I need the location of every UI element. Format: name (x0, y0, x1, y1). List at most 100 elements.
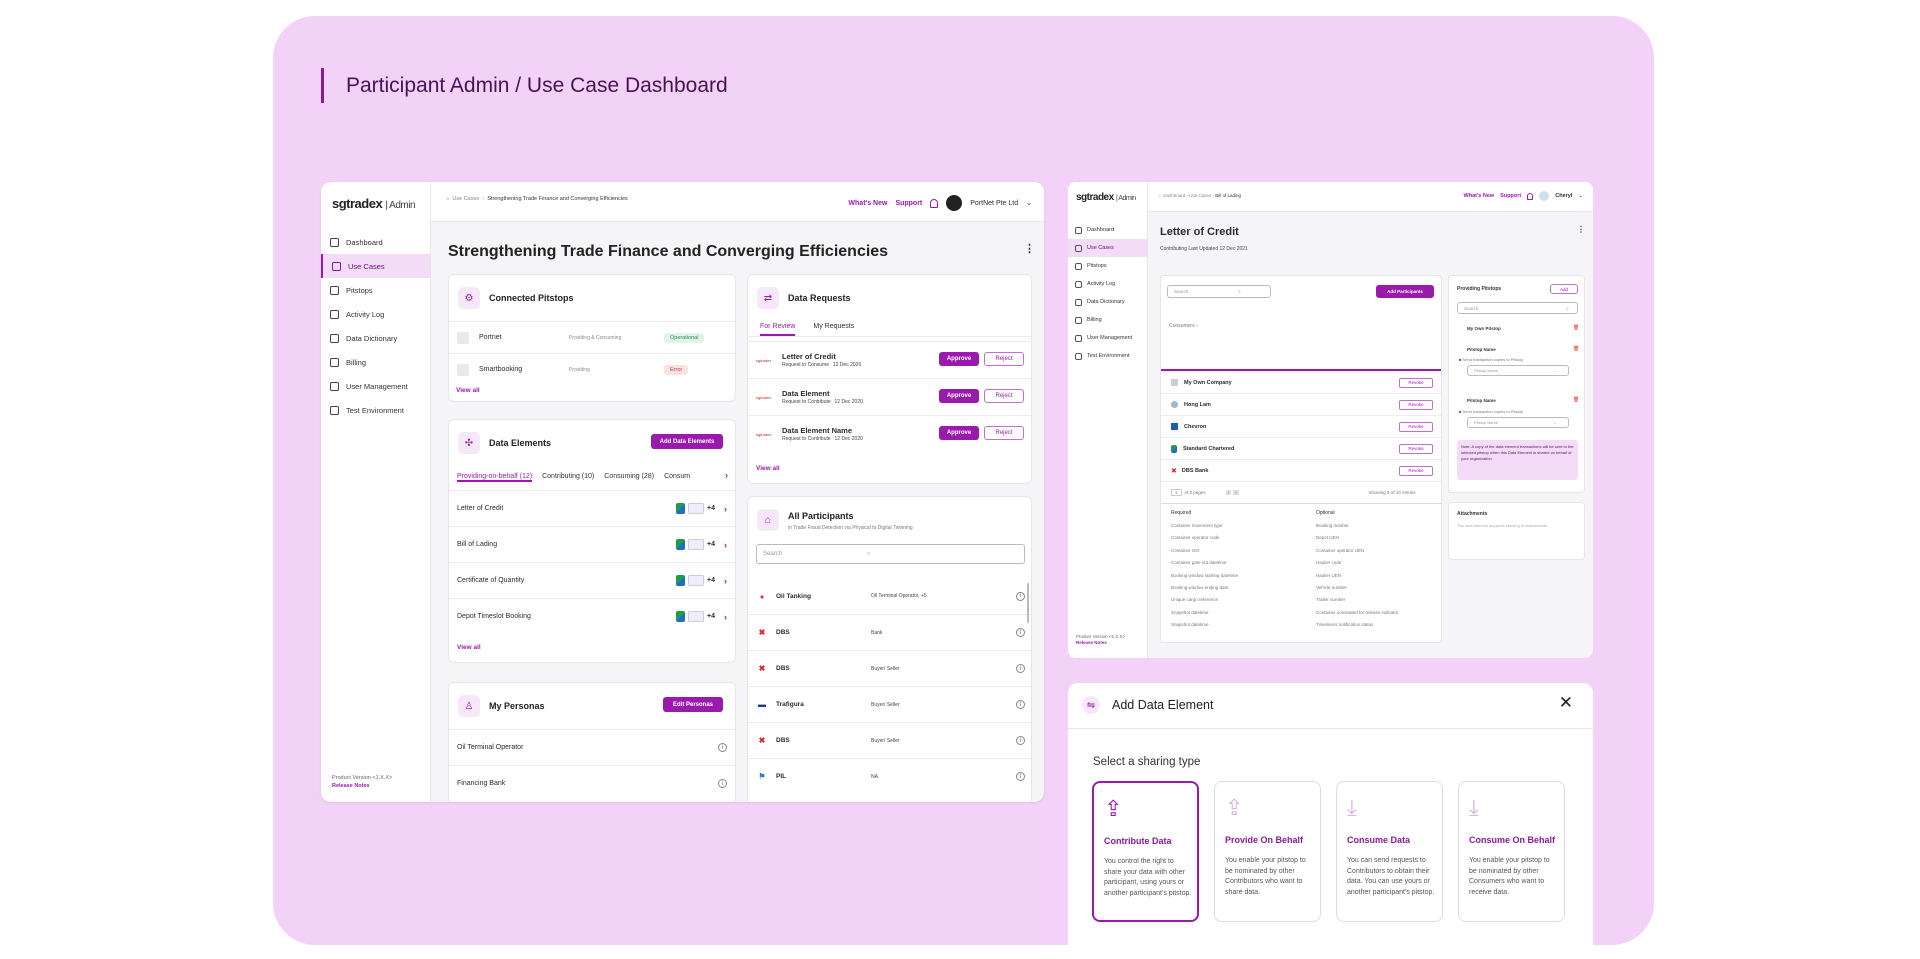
prev-page-button[interactable]: ‹ (1225, 490, 1232, 495)
tab-consuming[interactable]: Consuming (28) (604, 473, 655, 480)
tab-providing[interactable]: Providing-on-behalf (12) (457, 473, 533, 482)
pitstop-search-input[interactable]: Search ⌕ (1457, 302, 1578, 314)
tab-my-requests[interactable]: My Requests (813, 323, 855, 330)
list-item[interactable]: Depot Timeslot Booking +4 › (449, 598, 735, 634)
info-icon[interactable]: i (718, 743, 727, 752)
sidebar-item-data-dictionary[interactable]: Data Dictionary (321, 326, 431, 350)
sidebar-item-pitstops[interactable]: Pitstops (321, 278, 431, 302)
list-item[interactable]: Bill of Lading +4 › (449, 526, 735, 562)
revoke-button[interactable]: Revoke (1399, 465, 1433, 476)
revoke-button[interactable]: Revoke (1399, 399, 1433, 410)
pitstop-row[interactable]: Portnet Providing & Consuming Operational (449, 321, 735, 353)
add-participants-button[interactable]: Add Participants (1376, 285, 1434, 298)
approve-button[interactable]: Approve (939, 389, 979, 403)
table-row[interactable]: ✖ DBS Bank i (748, 614, 1031, 650)
chevron-down-icon[interactable]: ⌄ (1026, 200, 1032, 207)
chevron-down-icon[interactable]: ⌄ (1578, 193, 1583, 199)
page-input[interactable]: 1 (1171, 489, 1182, 496)
close-icon[interactable]: ✕ (1558, 693, 1573, 712)
table-row[interactable]: ◼ Oil Tanking Oil Terminal Operator, +5 i (748, 578, 1031, 614)
info-icon[interactable]: i (1016, 772, 1025, 781)
view-all-link[interactable]: View all (756, 465, 780, 472)
table-row[interactable]: ✖ DBS Buyer/ Seller i (748, 722, 1031, 758)
info-icon[interactable]: i (1016, 628, 1025, 637)
sidebar-item-activity-log[interactable]: Activity Log (321, 302, 431, 326)
table-row[interactable]: ✖ DBS Buyer/ Seller i (748, 650, 1031, 686)
support-link[interactable]: Support (895, 199, 923, 207)
table-row[interactable]: ⚑ PIL NA i (748, 758, 1031, 794)
scrollbar[interactable] (1027, 583, 1029, 623)
reject-button[interactable]: Reject (984, 352, 1024, 366)
trash-icon[interactable]: 🗑 (1573, 397, 1580, 403)
sidebar-item-dashboard[interactable]: Dashboard (1068, 221, 1148, 239)
request-row[interactable]: sgtradex Data Element Name Request to Cont… (748, 415, 1031, 452)
tab-contributing[interactable]: Contributing (10) (542, 473, 595, 480)
list-item[interactable]: Financing Bank i (449, 765, 735, 801)
info-icon[interactable]: i (1016, 664, 1025, 673)
trash-icon[interactable]: 🗑 (1573, 325, 1580, 331)
option-consume-data[interactable]: ⤓ Consume Data You can send requests to Co… (1336, 781, 1443, 922)
table-row[interactable]: ▬ Trafigura Buyer/ Seller i (748, 686, 1031, 722)
sidebar-item-pitstops[interactable]: Pitstops (1068, 257, 1148, 275)
info-icon[interactable]: i (1016, 700, 1025, 709)
support-link[interactable]: Support (1500, 193, 1522, 199)
chevron-right-icon[interactable]: › (725, 470, 728, 480)
table-row[interactable]: My Own Company Revoke (1161, 371, 1441, 393)
pitstop-select[interactable]: Pitstop Name ⌄ (1467, 417, 1569, 428)
breadcrumb-item[interactable]: Use Cases (1189, 193, 1212, 198)
tab-for-review[interactable]: For Review (760, 323, 796, 336)
reject-button[interactable]: Reject (984, 389, 1024, 403)
approve-button[interactable]: Approve (939, 426, 979, 440)
list-item[interactable]: Letter of Credit +4 › (449, 490, 735, 526)
edit-personas-button[interactable]: Edit Personas (663, 697, 723, 712)
info-icon[interactable]: i (1016, 736, 1025, 745)
sidebar-item-data-dictionary[interactable]: Data Dictionary (1068, 293, 1148, 311)
view-all-link[interactable]: View all (456, 387, 480, 394)
sidebar-item-user-management[interactable]: User Management (1068, 329, 1148, 347)
add-data-elements-button[interactable]: Add Data Elements (651, 434, 723, 449)
table-row[interactable]: ✖ DBS Bank Revoke (1161, 459, 1441, 481)
list-item[interactable]: Certificate of Quantity +4 › (449, 562, 735, 598)
whats-new-link[interactable]: What's New (1463, 193, 1495, 199)
table-row[interactable]: Chevron Revoke (1161, 415, 1441, 437)
whats-new-link[interactable]: What's New (848, 199, 888, 207)
release-notes-link[interactable]: Release Notes (332, 783, 370, 789)
sidebar-item-billing[interactable]: Billing (1068, 311, 1148, 329)
avatar[interactable] (946, 195, 963, 211)
revoke-button[interactable]: Revoke (1399, 421, 1433, 432)
reject-button[interactable]: Reject (984, 426, 1024, 440)
list-item[interactable]: Oil Terminal Operator i (449, 729, 735, 765)
more-icon[interactable]: ⋮ (1577, 225, 1585, 234)
next-page-button[interactable]: › (1233, 490, 1239, 495)
send-copies-checkbox[interactable]: ■ Send transaction copies to Pitstop (1459, 357, 1523, 362)
table-row[interactable]: Hong Lam Revoke (1161, 393, 1441, 415)
sidebar-item-activity-log[interactable]: Activity Log (1068, 275, 1148, 293)
option-consume-on-behalf[interactable]: ⤓ Consume On Behalf You enable your pitsto… (1458, 781, 1565, 922)
pitstop-row[interactable]: Smartbooking Providing Error (449, 353, 735, 385)
sidebar-item-test-environment[interactable]: Test Environment (321, 398, 431, 422)
request-row[interactable]: sgtradex Data Element Request to Contribut… (748, 378, 1031, 415)
more-icon[interactable]: ⋮ (1024, 243, 1035, 255)
revoke-button[interactable]: Revoke (1399, 443, 1433, 454)
sidebar-item-user-management[interactable]: User Management (321, 374, 431, 398)
bell-icon[interactable] (1527, 192, 1534, 200)
pitstop-select[interactable]: Pitstop Name ⌄ (1467, 365, 1569, 376)
release-notes-link[interactable]: Release Notes (1076, 640, 1107, 645)
search-input[interactable]: Search ⌕ (756, 544, 1025, 564)
info-icon[interactable]: i (718, 779, 727, 788)
breadcrumb-item[interactable]: Use Cases (452, 196, 480, 202)
info-icon[interactable]: i (1016, 591, 1025, 601)
table-row[interactable]: Standard Chartered Revoke (1161, 437, 1441, 459)
add-pitstop-button[interactable]: Add (1550, 284, 1578, 294)
tab-consuming-on-behalf[interactable]: Consum (664, 473, 691, 480)
option-provide-on-behalf[interactable]: ⇪ Provide On Behalf You enable your pitsto… (1214, 781, 1321, 922)
revoke-button[interactable]: Revoke (1399, 377, 1433, 388)
request-row[interactable]: sgtradex Letter of Credit Request to Consu… (748, 341, 1031, 378)
approve-button[interactable]: Approve (939, 352, 979, 366)
option-contribute-data[interactable]: ⇪ Contribute Data You control the right to… (1092, 781, 1199, 922)
bell-icon[interactable] (930, 198, 939, 208)
view-all-link[interactable]: View all (457, 644, 481, 651)
breadcrumb-item[interactable]: Dashboard (1163, 193, 1186, 198)
search-input[interactable]: Search ⌕ (1167, 285, 1271, 298)
sidebar-item-use-cases[interactable]: Use Cases (1068, 239, 1148, 257)
